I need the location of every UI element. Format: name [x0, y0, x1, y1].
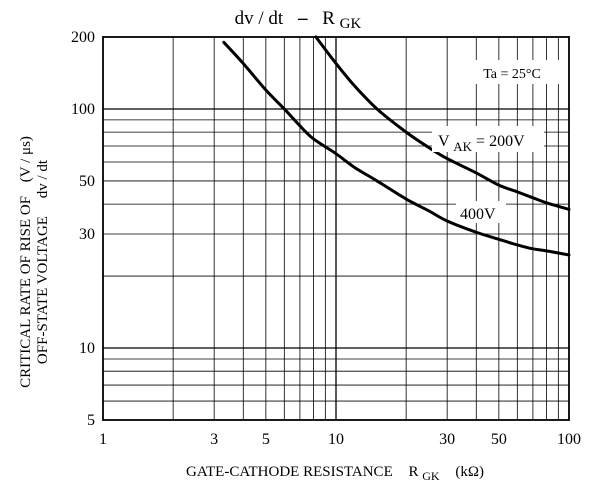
x-axis-label: GATE-CATHODE RESISTANCE R GK (kΩ) — [186, 464, 484, 484]
y-tick-labels: 5 10 30 50 100 200 — [71, 29, 95, 429]
y-axis-label-dvdt: dv / dt — [35, 159, 51, 198]
x-tick-label: 5 — [262, 431, 270, 448]
y-tick-label: 100 — [71, 101, 95, 118]
plot-frame — [102, 36, 570, 421]
y-axis-label-line2-text: OFF-STATE VOLTAGE — [35, 216, 51, 364]
y-tick-label: 200 — [71, 29, 95, 46]
y-axis-label-line2: OFF-STATE VOLTAGE dv / dt — [35, 159, 51, 364]
x-axis-label-main: GATE-CATHODE RESISTANCE — [186, 464, 393, 480]
series-label-200v-suffix: = 200V — [476, 133, 525, 150]
series-label-200v-bg — [432, 126, 544, 152]
x-tick-label: 10 — [328, 431, 344, 448]
x-axis-label-unit: (kΩ) — [455, 464, 484, 480]
series-label-200v-sub: AK — [453, 139, 472, 154]
chart-title-r-sub: GK — [340, 16, 362, 32]
series-label-200v: V AK = 200V — [438, 133, 525, 155]
y-axis-label-line1: CRITICAL RATE OF RISE OF (V / μs) — [18, 136, 34, 388]
x-tick-label: 100 — [557, 431, 581, 448]
chart-title-main: dv / dt — [235, 8, 284, 29]
y-tick-label: 5 — [87, 412, 95, 429]
y-tick-label: 30 — [79, 226, 95, 243]
grid — [103, 37, 569, 420]
series-label-200v-v: V — [438, 133, 450, 150]
chart-title: dv / dt – R GK — [235, 8, 362, 32]
y-axis-label-line1-text: CRITICAL RATE OF RISE OF — [18, 196, 34, 388]
x-tick-label: 1 — [99, 431, 107, 448]
x-tick-label: 50 — [491, 431, 507, 448]
series-400v-line — [222, 40, 571, 257]
x-axis-label-r: R — [408, 464, 418, 480]
chart-title-dash: – — [297, 8, 308, 29]
chart-title-r: R — [322, 8, 335, 29]
x-tick-labels: 1 3 5 10 30 50 100 — [99, 431, 581, 448]
condition-label: Ta = 25°C — [483, 67, 541, 82]
x-axis-label-r-sub: GK — [422, 469, 440, 483]
y-axis-label-unit: (V / μs) — [18, 136, 34, 182]
series-200v-line — [314, 35, 571, 211]
y-axis-label: CRITICAL RATE OF RISE OF (V / μs) OFF-ST… — [18, 136, 51, 388]
series-label-400v-bg — [456, 201, 506, 223]
x-tick-label: 3 — [210, 431, 218, 448]
series-label-400v: 400V — [460, 206, 496, 223]
y-tick-label: 10 — [79, 340, 95, 357]
x-tick-label: 30 — [439, 431, 455, 448]
y-tick-label: 50 — [79, 173, 95, 190]
condition-box — [465, 60, 561, 84]
series-group — [222, 35, 571, 257]
